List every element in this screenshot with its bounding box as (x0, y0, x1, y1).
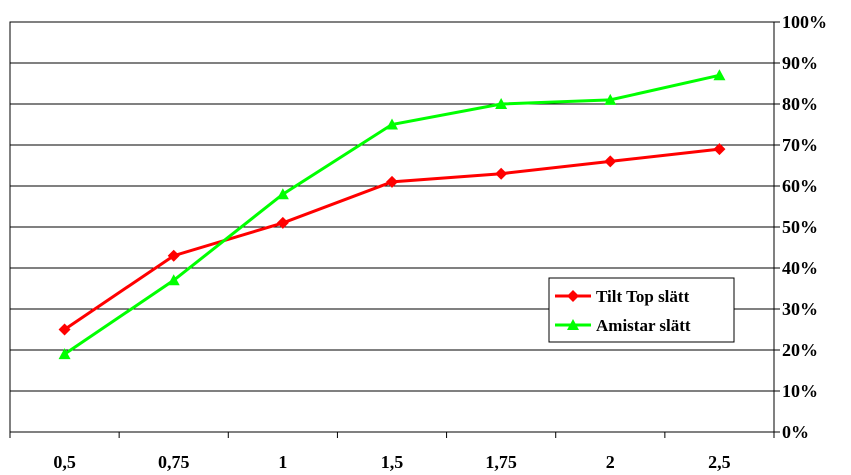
x-tick-label: 1,5 (381, 452, 404, 472)
data-point (58, 348, 71, 360)
y-tick-label: 20% (782, 340, 818, 360)
y-tick-label: 40% (782, 258, 818, 278)
legend-box (548, 277, 735, 343)
y-tick-label: 50% (782, 217, 818, 237)
data-point (167, 274, 180, 286)
y-tick-label: 100% (782, 12, 827, 32)
data-point (58, 323, 71, 336)
y-tick-label: 30% (782, 299, 818, 319)
x-axis-ticks: 0,5 0,75 1 1,5 1,75 2 2,5 (9, 432, 775, 472)
data-point (276, 216, 289, 229)
data-point (386, 118, 398, 130)
data-point (386, 175, 398, 188)
y-tick-label: 80% (782, 94, 818, 114)
x-tick-label: 1,75 (485, 452, 517, 472)
data-point (495, 167, 508, 180)
x-tick-label: 1 (278, 452, 287, 472)
x-tick-label: 0,5 (53, 452, 76, 472)
y-axis-ticks: 0% 10% 20% 30% 40% 50% 60% 70% 80% 90% 100% (774, 12, 827, 442)
series-group (58, 69, 726, 360)
y-tick-label: 10% (782, 381, 818, 401)
data-point (604, 155, 617, 168)
y-tick-label: 70% (782, 135, 818, 155)
y-tick-label: 60% (782, 176, 818, 196)
data-point (167, 249, 180, 262)
legend-marker-amistar (567, 319, 579, 330)
data-point (495, 98, 508, 109)
legend-marker-tilt-top (567, 290, 579, 302)
x-tick-label: 2 (606, 452, 615, 472)
data-point (713, 143, 726, 156)
y-tick-label: 90% (782, 53, 818, 73)
data-point (713, 69, 726, 81)
data-point (276, 188, 289, 200)
data-point (604, 93, 617, 105)
legend-label-tilt-top: Tilt Top slätt (596, 287, 690, 306)
x-tick-label: 0,75 (158, 452, 190, 472)
legend-label-amistar: Amistar slätt (596, 316, 691, 335)
legend: Tilt Top slätt Amistar slätt (548, 277, 735, 343)
y-tick-label: 0% (782, 422, 809, 442)
x-tick-label: 2,5 (708, 452, 731, 472)
